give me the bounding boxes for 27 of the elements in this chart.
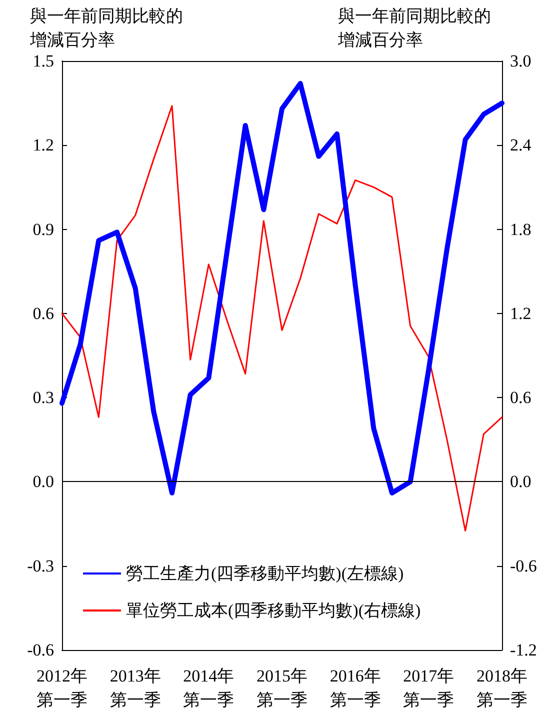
- y-tick-label: -0.6: [27, 640, 54, 660]
- y2-tick-label: 2.4: [510, 136, 532, 155]
- y2-tick-label: 1.2: [510, 304, 532, 323]
- y-tick-label: 1.5: [32, 52, 54, 70]
- y-tick-label: 0.6: [32, 304, 54, 323]
- x-tick-label: 2015年第一季: [256, 666, 308, 710]
- x-tick-label: 2014年第一季: [183, 666, 234, 710]
- y2-tick-label: -0.6: [510, 556, 537, 576]
- y2-tick-label: -1.2: [510, 640, 537, 660]
- x-tick-label: 2013年第一季: [110, 666, 161, 710]
- y2-tick-label: 0.6: [510, 388, 532, 408]
- legend-label: 勞工生產力(四季移動平均數)(左標線): [126, 564, 404, 583]
- legend-label: 單位勞工成本(四季移動平均數)(右標線): [126, 601, 421, 620]
- y-tick-label: 0.3: [32, 388, 54, 408]
- y-tick-label: 0.9: [32, 220, 54, 239]
- y-axis-title: 與一年前同期比較的增減百分率: [29, 6, 183, 50]
- y2-tick-label: 0.0: [510, 472, 532, 492]
- y-tick-label: -0.3: [27, 556, 54, 576]
- y2-tick-label: 3.0: [510, 52, 532, 70]
- x-tick-label: 2017年第一季: [403, 666, 454, 710]
- x-tick-label: 2018年第一季: [476, 666, 528, 710]
- y-tick-label: 1.2: [32, 136, 54, 155]
- x-tick-label: 2016年第一季: [330, 666, 381, 710]
- x-tick-label: 2012年第一季: [36, 666, 88, 710]
- y2-axis-title: 與一年前同期比較的增減百分率: [337, 6, 491, 50]
- y2-tick-label: 1.8: [510, 220, 532, 239]
- y-tick-label: 0.0: [32, 472, 54, 492]
